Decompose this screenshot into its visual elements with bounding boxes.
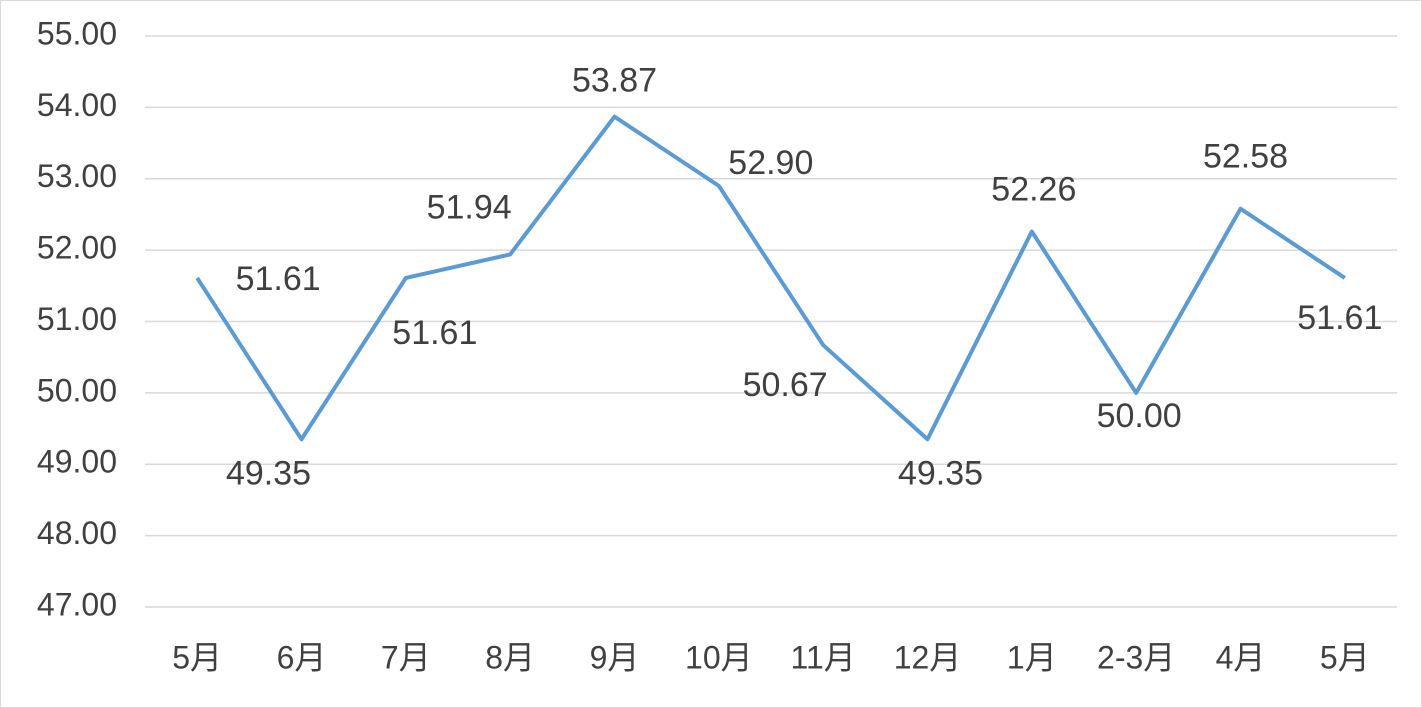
- data-label: 49.35: [898, 454, 983, 492]
- x-tick-label: 6月: [277, 639, 327, 675]
- data-label: 52.26: [991, 171, 1076, 209]
- x-tick-label: 11月: [791, 639, 856, 675]
- data-label: 51.94: [427, 188, 512, 226]
- data-label: 51.61: [1297, 299, 1382, 337]
- y-tick-label: 51.00: [37, 301, 117, 337]
- data-label: 52.58: [1203, 138, 1288, 176]
- y-tick-label: 53.00: [37, 158, 117, 194]
- data-label: 52.90: [728, 144, 813, 182]
- x-tick-label: 9月: [590, 639, 640, 675]
- x-tick-label: 7月: [381, 639, 431, 675]
- data-label: 50.67: [743, 366, 828, 404]
- x-tick-label: 1月: [1007, 639, 1057, 675]
- data-label: 50.00: [1097, 397, 1182, 435]
- x-tick-label: 10月: [685, 639, 753, 675]
- line-series: [195, 114, 1346, 442]
- data-label: 53.87: [572, 62, 657, 100]
- y-tick-label: 50.00: [37, 372, 117, 408]
- x-tick-label: 5月: [172, 639, 222, 675]
- y-tick-label: 49.00: [37, 444, 117, 480]
- y-tick-label: 52.00: [37, 230, 117, 266]
- data-label: 51.61: [392, 314, 477, 352]
- x-tick-label: 4月: [1216, 639, 1266, 675]
- x-tick-label: 8月: [485, 639, 535, 675]
- data-label: 51.61: [236, 260, 321, 298]
- y-tick-label: 55.00: [37, 15, 117, 51]
- data-label: 49.35: [226, 454, 311, 492]
- y-tick-label: 47.00: [37, 586, 117, 622]
- x-tick-label: 2-3月: [1097, 639, 1175, 675]
- y-tick-label: 48.00: [37, 515, 117, 551]
- y-tick-label: 54.00: [37, 87, 117, 123]
- x-tick-label: 12月: [894, 639, 962, 675]
- x-tick-label: 5月: [1320, 639, 1370, 675]
